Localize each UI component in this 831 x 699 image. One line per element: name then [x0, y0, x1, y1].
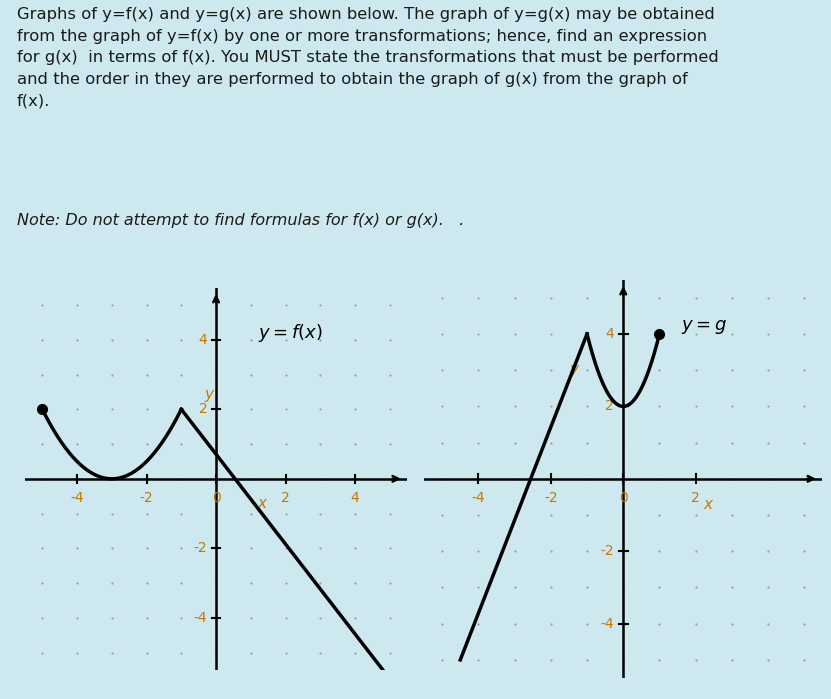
Text: -2: -2 — [544, 491, 558, 505]
Text: -4: -4 — [194, 611, 208, 625]
Text: 0: 0 — [212, 491, 220, 505]
Text: -4: -4 — [71, 491, 84, 505]
Text: Note: Do not attempt to find formulas for f(x) or g(x).   .: Note: Do not attempt to find formulas fo… — [17, 213, 464, 229]
Text: -4: -4 — [601, 617, 614, 630]
Text: 4: 4 — [351, 491, 360, 505]
Text: 2: 2 — [199, 403, 208, 417]
Text: -2: -2 — [194, 541, 208, 555]
Text: -2: -2 — [601, 545, 614, 559]
Text: x: x — [258, 496, 267, 511]
Text: -2: -2 — [140, 491, 154, 505]
Text: 0: 0 — [619, 491, 627, 505]
Text: Graphs of y=f(x) and y=g(x) are shown below. The graph of y=g(x) may be obtained: Graphs of y=f(x) and y=g(x) are shown be… — [17, 7, 718, 108]
Text: $y = f(x)$: $y = f(x)$ — [258, 322, 322, 344]
Text: -4: -4 — [471, 491, 485, 505]
Text: x: x — [703, 497, 712, 512]
Text: 2: 2 — [281, 491, 290, 505]
Text: 4: 4 — [606, 327, 614, 341]
Text: y: y — [569, 362, 578, 377]
Text: $y = g$: $y = g$ — [681, 317, 727, 336]
Text: 4: 4 — [199, 333, 208, 347]
Text: 2: 2 — [691, 491, 700, 505]
Text: 2: 2 — [606, 399, 614, 413]
Text: y: y — [204, 387, 213, 403]
